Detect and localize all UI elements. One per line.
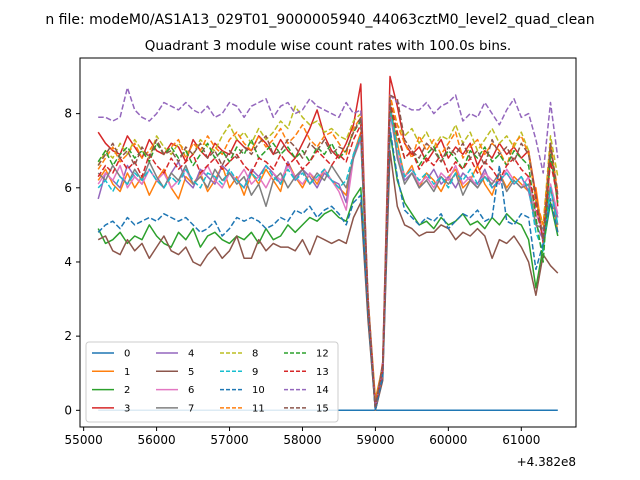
legend-frame	[85, 341, 339, 423]
y-axis: 0 2 4 6 8	[64, 107, 80, 417]
series-layer	[97, 75, 559, 412]
legend-label-13: 13	[316, 367, 329, 378]
series-line-7	[97, 101, 559, 412]
legend-label-15: 15	[316, 403, 329, 414]
legend-label-7: 7	[188, 403, 194, 414]
legend-label-8: 8	[252, 349, 258, 360]
series-line-15	[97, 94, 559, 408]
legend-label-3: 3	[124, 403, 130, 414]
x-tick-label: 56000	[137, 433, 175, 447]
series-line-2	[97, 131, 559, 412]
legend-label-11: 11	[252, 403, 265, 414]
series-line-10	[97, 127, 559, 412]
legend-label-14: 14	[316, 385, 329, 396]
x-tick-label: 61000	[502, 433, 540, 447]
x-tick-label: 55000	[65, 433, 103, 447]
legend-label-9: 9	[252, 367, 258, 378]
legend-label-2: 2	[124, 385, 130, 396]
legend-label-10: 10	[252, 385, 265, 396]
x-tick-label: 59000	[356, 433, 394, 447]
y-tick-label: 2	[64, 329, 72, 343]
series-line-9	[97, 109, 559, 408]
series-line-5	[97, 149, 559, 412]
x-tick-label: 58000	[283, 433, 321, 447]
series-line-8	[97, 98, 559, 404]
figure-suptitle: n file: modeM0/AS1A13_029T01_9000005940_…	[45, 12, 594, 28]
legend-label-5: 5	[188, 367, 194, 378]
legend-label-1: 1	[124, 367, 130, 378]
series-line-3	[97, 75, 559, 412]
legend-label-6: 6	[188, 385, 194, 396]
y-tick-label: 6	[64, 181, 72, 195]
series-line-4	[97, 112, 559, 408]
plot-area	[79, 57, 577, 428]
y-tick-label: 0	[64, 403, 72, 417]
x-tick-label: 60000	[429, 433, 467, 447]
axes-frame	[79, 57, 577, 428]
legend-label-4: 4	[188, 349, 194, 360]
y-tick-label: 4	[64, 255, 72, 269]
x-offset-label: +4.382e8	[517, 455, 576, 469]
legend-label-0: 0	[124, 349, 130, 360]
series-line-12	[97, 105, 559, 408]
chart-title: Quadrant 3 module wise count rates with …	[145, 38, 511, 54]
series-line-13	[97, 101, 559, 408]
series-line-11	[97, 94, 559, 404]
y-tick-label: 8	[64, 107, 72, 121]
series-line-14	[98, 86, 559, 408]
x-axis: 55000 56000 57000 58000 59000 60000 61000	[65, 427, 540, 447]
x-tick-label: 57000	[210, 433, 248, 447]
legend-label-12: 12	[316, 349, 329, 360]
